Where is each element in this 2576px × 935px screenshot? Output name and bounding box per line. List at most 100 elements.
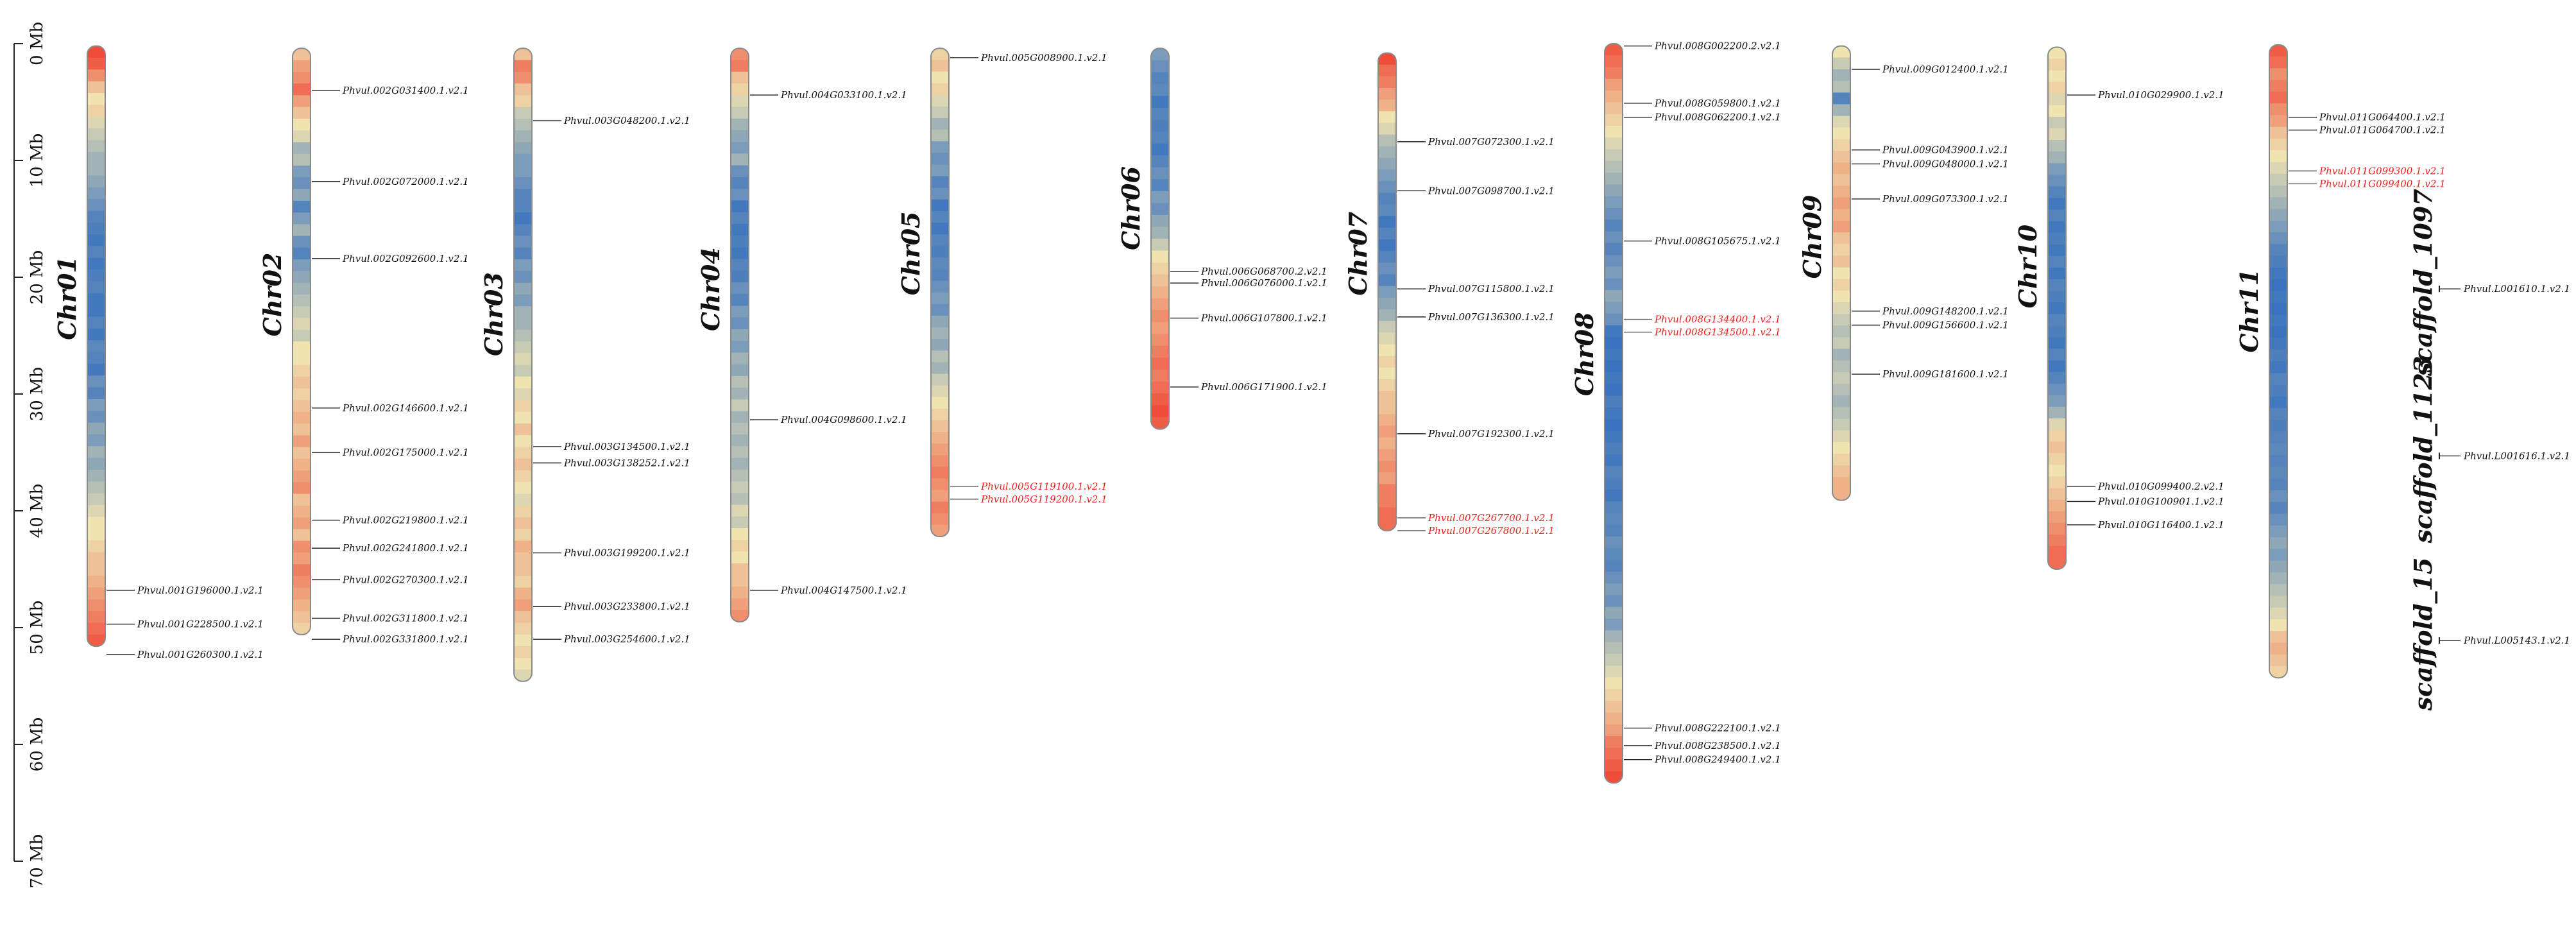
density-band [2269,361,2287,373]
density-band [514,634,532,647]
density-band [2048,465,2066,477]
density-band [87,151,105,164]
density-band [2048,267,2066,280]
gene-label: Phvul.003G233800.1.v2.1 [563,601,690,612]
density-band [87,81,105,94]
density-band [293,411,311,424]
density-band [1605,67,1623,80]
density-band [2269,572,2287,585]
density-band [1605,196,1623,209]
density-band [931,478,949,491]
density-band [731,107,749,119]
density-band [1605,583,1623,596]
density-band [2269,396,2287,409]
density-band [2048,255,2066,268]
density-band [293,447,311,459]
chromosome-outline [1150,47,1170,430]
density-band [1832,314,1850,326]
gene-label: Phvul.007G115800.1.v2.1 [1428,283,1555,295]
density-band [514,599,532,612]
density-band [1605,606,1623,619]
density-band [1605,44,1623,56]
density-band [1378,414,1396,427]
density-band [731,469,749,482]
density-band [87,222,105,235]
density-band [1605,137,1623,150]
density-band [293,482,311,495]
density-band [1605,102,1623,115]
density-band [1378,216,1396,228]
density-band [1605,231,1623,244]
density-band [293,247,311,260]
chromosome-chr11: Chr11 Phvul.011G064400.1.v2.1Phvul.011G06… [2235,44,2446,679]
density-band [1832,174,1850,187]
density-band [1378,64,1396,77]
density-band [87,458,105,470]
density-band [87,446,105,459]
density-band [2269,408,2287,420]
gene-label: Phvul.010G116400.1.v2.1 [2097,519,2224,531]
density-band [931,269,949,282]
density-band [293,306,311,319]
density-band [1151,262,1169,275]
density-band [931,373,949,386]
density-band [731,60,749,73]
density-band [2048,337,2066,350]
density-band [1151,393,1169,406]
gene-label: Phvul.008G238500.1.v2.1 [1654,740,1781,751]
density-band [87,340,105,353]
gene-label: Phvul.L001610.1.v2.1 [2463,283,2570,295]
density-band [2048,279,2066,291]
density-band [87,563,105,576]
density-band [1378,111,1396,124]
density-band [2048,93,2066,106]
density-band [2269,654,2287,667]
density-band [731,540,749,553]
density-band [514,142,532,155]
density-band [514,576,532,588]
density-bands [293,48,311,635]
density-band [2269,173,2287,186]
density-band [931,432,949,444]
gene-label: Phvul.002G311800.1.v2.1 [342,612,469,624]
density-band [2269,349,2287,362]
density-band [731,165,749,178]
density-band [931,443,949,456]
density-band [2048,105,2066,117]
density-band [731,259,749,271]
chromosome-outline [513,47,533,682]
chromosome-chr02: Chr02 Phvul.002G031400.1.v2.1 Phvul.002G07… [258,47,469,645]
density-band [731,610,749,622]
density-band [514,458,532,471]
density-band [1378,239,1396,252]
density-band [1605,665,1623,678]
density-band [1151,357,1169,370]
density-band [731,434,749,447]
density-band [2269,162,2287,175]
density-band [1378,297,1396,310]
density-band [1151,405,1169,418]
density-band [2048,314,2066,326]
density-band [1832,290,1850,303]
density-band [514,423,532,436]
density-band [2048,442,2066,454]
density-band [87,552,105,565]
density-band [1605,114,1623,126]
density-band [2269,91,2287,104]
density-band [2269,560,2287,573]
density-band [2048,511,2066,524]
density-band [514,247,532,260]
density-band [1151,417,1169,429]
density-band [1832,127,1850,140]
density-band [2269,68,2287,81]
density-band [731,352,749,365]
density-band [1605,78,1623,91]
density-band [87,140,105,153]
density-band [1378,134,1396,147]
density-band [2048,499,2066,512]
density-band [87,128,105,141]
density-band [931,199,949,212]
density-band [1605,748,1623,760]
gene-label: Phvul.008G134400.1.v2.1 [1654,314,1781,325]
density-band [1151,250,1169,263]
